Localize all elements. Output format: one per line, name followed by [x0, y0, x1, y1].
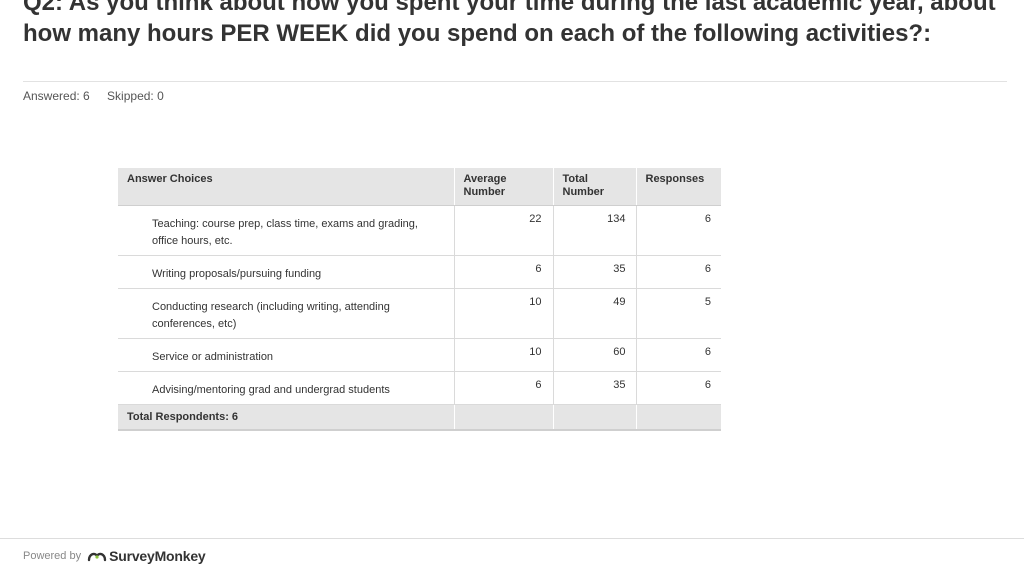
- answer-choice: Writing proposals/pursuing funding: [118, 255, 454, 289]
- table-row: Conducting research (including writing, …: [118, 288, 721, 339]
- header-average-number: Average Number: [453, 168, 553, 206]
- total-row-cell: [635, 404, 721, 431]
- total-number: 60: [552, 338, 636, 372]
- average-number: 22: [453, 205, 553, 256]
- surveymonkey-logo-icon: [87, 552, 107, 562]
- total-respondents: Total Respondents: 6: [118, 404, 454, 431]
- responses-count: 6: [635, 371, 721, 405]
- total-number: 35: [552, 255, 636, 289]
- table-row: Writing proposals/pursuing funding 6 35 …: [118, 255, 721, 289]
- average-number: 6: [453, 371, 553, 405]
- table-header-row: Answer Choices Average Number Total Numb…: [118, 168, 721, 206]
- average-number: 10: [453, 288, 553, 339]
- title-divider: [23, 81, 1007, 82]
- responses-count: 5: [635, 288, 721, 339]
- results-table: Answer Choices Average Number Total Numb…: [118, 168, 721, 431]
- header-answer-choices: Answer Choices: [118, 168, 454, 206]
- response-stats: Answered: 6 Skipped: 0: [23, 89, 164, 103]
- total-row-cell: [453, 404, 553, 431]
- header-total-line1: Total: [562, 173, 588, 185]
- responses-count: 6: [635, 255, 721, 289]
- answer-choice: Service or administration: [118, 338, 454, 372]
- average-number: 6: [453, 255, 553, 289]
- answer-choice: Advising/mentoring grad and undergrad st…: [118, 371, 454, 405]
- table-row: Service or administration 10 60 6: [118, 338, 721, 372]
- header-responses: Responses: [635, 168, 721, 206]
- total-number: 134: [552, 205, 636, 256]
- question-title: Q2: As you think about how you spent you…: [23, 0, 996, 47]
- total-row-cell: [552, 404, 636, 431]
- footer-divider: [0, 538, 1024, 539]
- responses-count: 6: [635, 338, 721, 372]
- header-total-number: Total Number: [552, 168, 636, 206]
- footer: Powered by SurveyMonkey: [23, 548, 206, 564]
- header-average-line1: Average: [463, 173, 507, 185]
- header-average-line2: Number: [463, 186, 506, 198]
- answered-count: Answered: 6: [23, 89, 90, 103]
- total-respondents-row: Total Respondents: 6: [118, 404, 721, 431]
- surveymonkey-brand: SurveyMonkey: [109, 548, 206, 564]
- skipped-count: Skipped: 0: [107, 89, 164, 103]
- header-total-line2: Number: [562, 186, 605, 198]
- table-row: Advising/mentoring grad and undergrad st…: [118, 371, 721, 405]
- total-number: 35: [552, 371, 636, 405]
- responses-count: 6: [635, 205, 721, 256]
- powered-by-label: Powered by: [23, 550, 82, 562]
- answer-choice: Conducting research (including writing, …: [118, 288, 454, 339]
- total-number: 49: [552, 288, 636, 339]
- average-number: 10: [453, 338, 553, 372]
- table-row: Teaching: course prep, class time, exams…: [118, 205, 721, 256]
- answer-choice: Teaching: course prep, class time, exams…: [118, 205, 454, 256]
